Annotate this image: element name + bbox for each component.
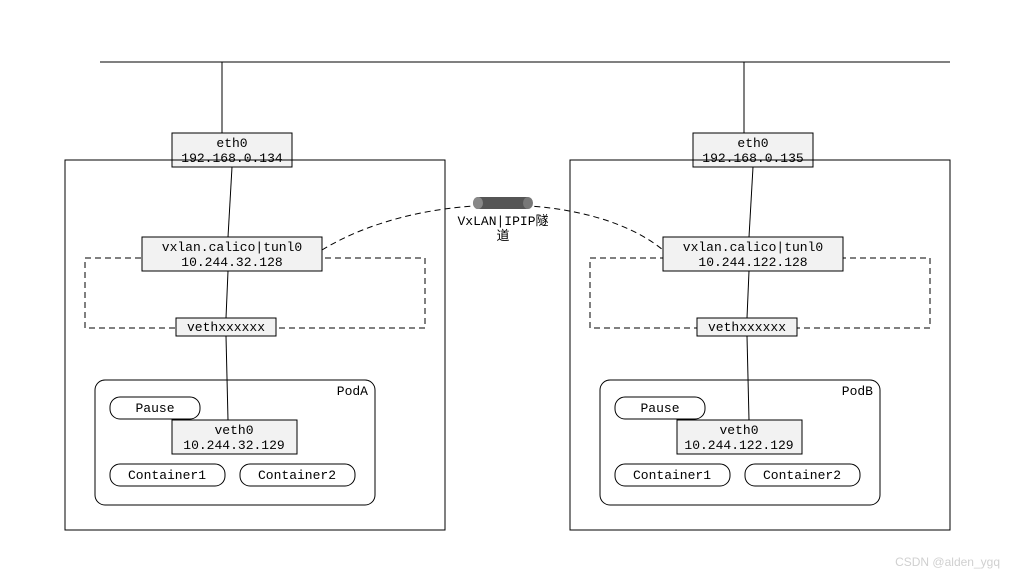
tunnel-label-2: 道 <box>496 229 509 244</box>
container1-label-b: Container1 <box>633 468 711 483</box>
eth0-ip-a: 192.168.0.134 <box>181 151 283 166</box>
container2-label-b: Container2 <box>763 468 841 483</box>
link-vethx-veth0-a <box>226 336 228 420</box>
container2-label-a: Container2 <box>258 468 336 483</box>
pause-label-a: Pause <box>135 401 174 416</box>
eth0-ip-b: 192.168.0.135 <box>702 151 803 166</box>
veth0-ip-a: 10.244.32.129 <box>183 438 284 453</box>
link-eth0-vxlan-a <box>228 167 232 237</box>
pod-label-b: PodB <box>842 384 873 399</box>
veth0-ip-b: 10.244.122.129 <box>684 438 793 453</box>
watermark: CSDN @alden_ygq <box>895 555 1000 569</box>
link-vethx-veth0-b <box>747 336 749 420</box>
vxlan-label-a: vxlan.calico|tunl0 <box>162 240 302 255</box>
vethx-label-a: vethxxxxxx <box>187 320 265 335</box>
pause-label-b: Pause <box>640 401 679 416</box>
link-vxlan-vethx-b <box>747 271 749 318</box>
link-eth0-vxlan-b <box>749 167 753 237</box>
container1-label-a: Container1 <box>128 468 206 483</box>
tunnel-icon <box>473 197 533 209</box>
host-box-a <box>65 160 445 530</box>
eth0-label-a: eth0 <box>216 136 247 151</box>
pod-label-a: PodA <box>337 384 368 399</box>
vxlan-label-b: vxlan.calico|tunl0 <box>683 240 823 255</box>
vethx-label-b: vethxxxxxx <box>708 320 786 335</box>
eth0-label-b: eth0 <box>737 136 768 151</box>
link-vxlan-vethx-a <box>226 271 228 318</box>
vxlan-ip-a: 10.244.32.128 <box>181 255 282 270</box>
host-box-b <box>570 160 950 530</box>
veth0-label-a: veth0 <box>214 423 253 438</box>
network-diagram: eth0 192.168.0.134 vxlan.calico|tunl0 10… <box>0 0 1014 577</box>
vxlan-ip-b: 10.244.122.128 <box>698 255 807 270</box>
tunnel-label-1: VxLAN|IPIP隧 <box>457 213 548 229</box>
veth0-label-b: veth0 <box>719 423 758 438</box>
